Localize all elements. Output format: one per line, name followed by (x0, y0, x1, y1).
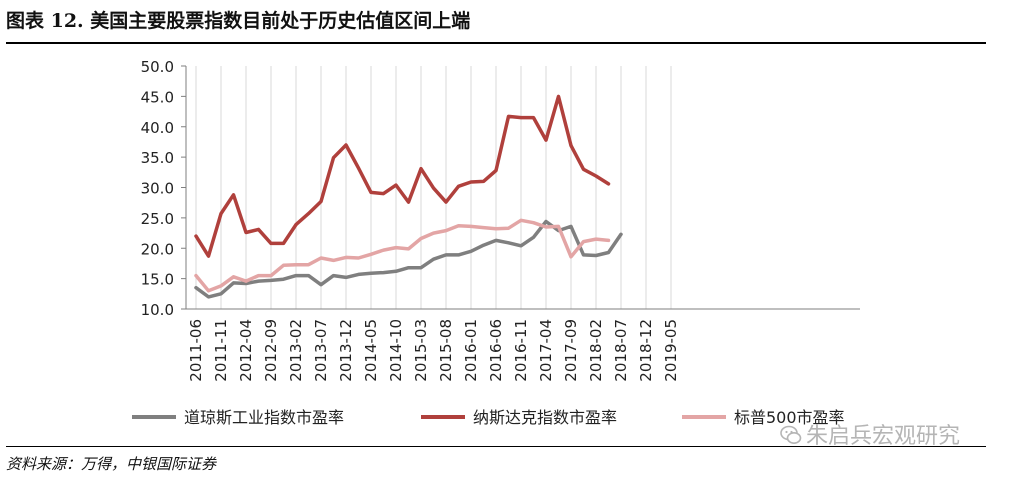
x-tick-label: 2017-04 (537, 319, 555, 382)
x-tick-label: 2014-10 (387, 319, 405, 382)
watermark: 朱启兵宏观研究 (780, 418, 960, 450)
y-tick-label: 40.0 (141, 119, 174, 137)
x-tick-label: 2011-06 (187, 319, 205, 382)
x-tick-label: 2016-01 (462, 319, 480, 382)
y-tick-label: 10.0 (141, 301, 174, 319)
x-tick-label: 2016-11 (512, 319, 530, 382)
legend-label-2: 标普500市盈率 (734, 408, 845, 427)
source-rule (6, 446, 986, 447)
y-tick-label: 35.0 (141, 149, 174, 167)
wechat-icon (780, 425, 802, 444)
gridlines (195, 66, 672, 309)
x-axis-ticks: 2011-06 2011-11 2012-04 2012-09 2013-02 2013-… (187, 319, 680, 382)
series-lines (194, 94, 623, 299)
legend: 道琼斯工业指数市盈率 纳斯达克指数市盈率 标普500市盈率 (132, 408, 845, 427)
axes (185, 66, 860, 310)
x-tick-label: 2018-02 (587, 319, 605, 382)
x-tick-label: 2015-03 (412, 319, 430, 382)
series-line-2 (194, 218, 611, 293)
series-line-1 (194, 94, 611, 258)
x-tick-label: 2018-12 (637, 319, 655, 382)
legend-label-0: 道琼斯工业指数市盈率 (184, 408, 344, 427)
y-tick-label: 50.0 (141, 58, 174, 76)
x-tick-label: 2012-04 (237, 319, 255, 382)
x-tick-label: 2014-05 (362, 319, 380, 382)
x-tick-label: 2013-12 (337, 319, 355, 382)
x-tick-label: 2016-06 (487, 319, 505, 382)
source-note: 资料来源：万得，中银国际证券 (6, 455, 217, 473)
x-tick-label: 2017-09 (562, 319, 580, 382)
y-axis-ticks: 10.0 15.0 20.0 25.0 30.0 35.0 40.0 45.0 50.0 (141, 58, 186, 319)
x-tick-label: 2013-02 (287, 319, 305, 382)
legend-label-1: 纳斯达克指数市盈率 (473, 408, 617, 427)
x-tick-label: 2015-08 (437, 319, 455, 382)
y-tick-label: 20.0 (141, 240, 174, 258)
x-tick-label: 2018-07 (612, 319, 630, 382)
title-rule (6, 42, 986, 44)
y-tick-label: 25.0 (141, 210, 174, 228)
series-line-0 (194, 219, 623, 299)
watermark-text: 朱启兵宏观研究 (806, 424, 961, 449)
x-tick-label: 2019-05 (662, 319, 680, 382)
y-tick-label: 45.0 (141, 88, 174, 106)
figure-title: 图表 12. 美国主要股票指数目前处于历史估值区间上端 (6, 10, 471, 32)
x-tick-label: 2012-09 (262, 319, 280, 382)
x-tick-label: 2013-07 (312, 319, 330, 382)
y-tick-label: 30.0 (141, 180, 174, 198)
y-tick-label: 15.0 (141, 271, 174, 289)
x-tick-label: 2011-11 (212, 319, 230, 382)
